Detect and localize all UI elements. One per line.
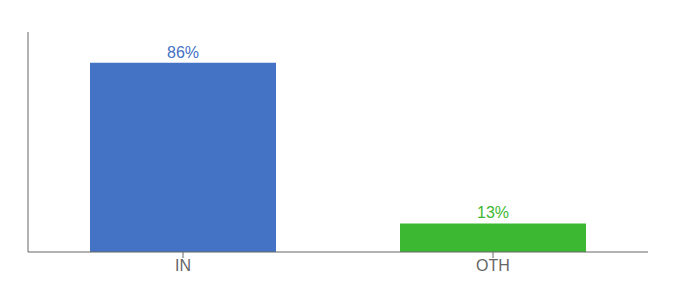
svg-text:OTH: OTH (476, 257, 510, 274)
svg-text:13%: 13% (477, 204, 509, 221)
svg-text:IN: IN (175, 257, 191, 274)
svg-text:86%: 86% (167, 44, 199, 61)
